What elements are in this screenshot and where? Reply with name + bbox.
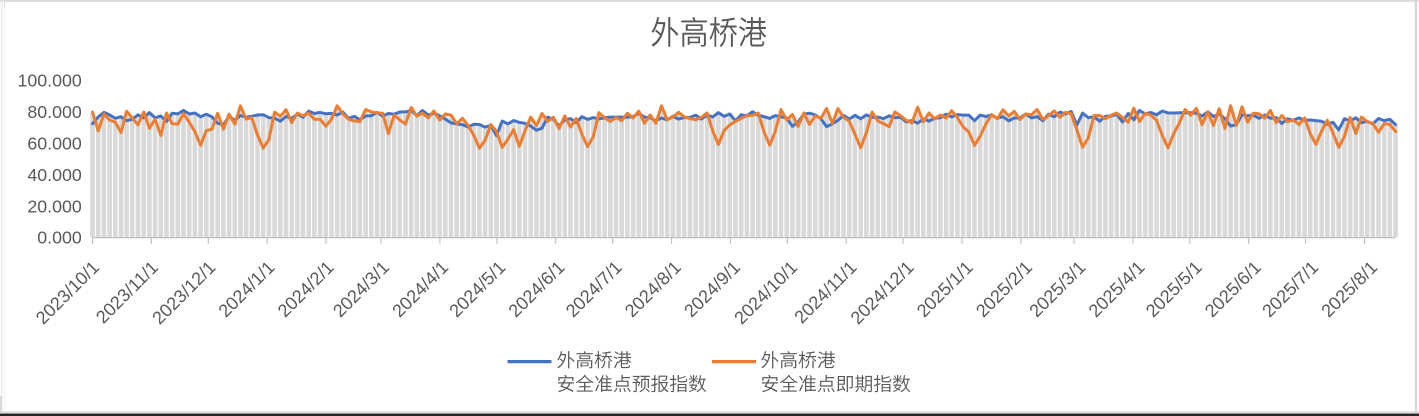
svg-text:80.000: 80.000: [27, 102, 81, 122]
svg-text:100.000: 100.000: [18, 71, 82, 91]
svg-text:40.000: 40.000: [27, 165, 81, 185]
svg-text:20.000: 20.000: [27, 196, 81, 216]
svg-text:60.000: 60.000: [27, 134, 81, 154]
svg-text:0.000: 0.000: [37, 228, 82, 248]
